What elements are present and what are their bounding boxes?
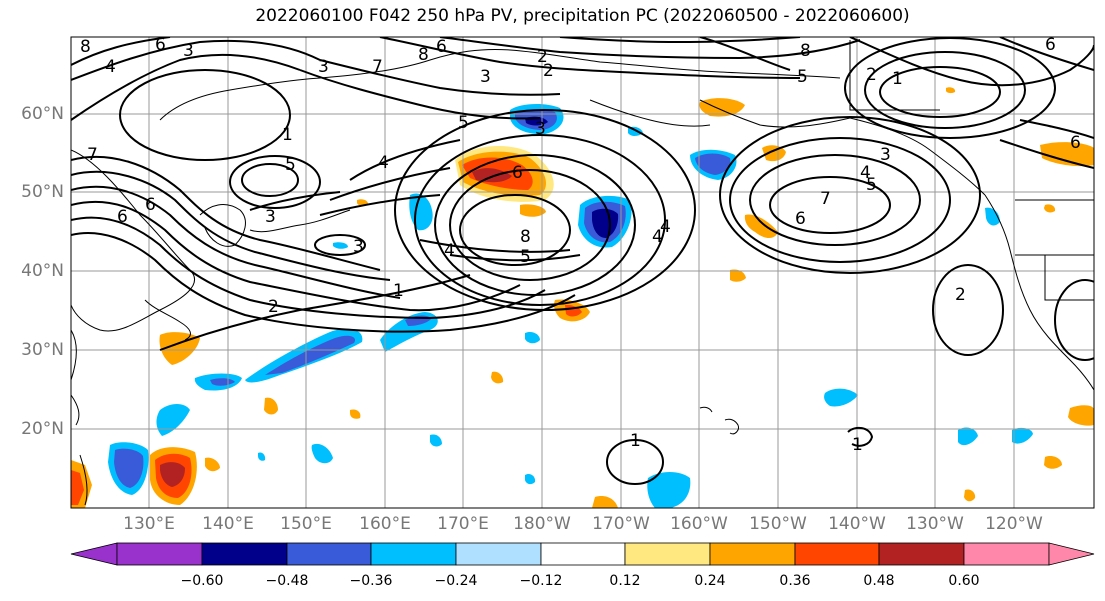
lon-label-160e: 160°E [359, 514, 411, 534]
contour-label: 8 [800, 41, 811, 61]
colorbar-segment [70, 542, 118, 566]
contour-label: 5 [797, 67, 808, 87]
contour-label: 4 [378, 153, 389, 173]
contour-label: 3 [318, 57, 329, 77]
contour-label: 4 [652, 227, 663, 247]
contour-label: 6 [145, 195, 156, 215]
lon-label-150w: 150°W [749, 514, 807, 534]
colorbar-segment [963, 542, 1050, 566]
contour-label: 6 [1070, 133, 1081, 153]
lon-label-150e: 150°E [280, 514, 332, 534]
colorbar-segment [624, 542, 711, 566]
lon-label-160w: 160°W [670, 514, 728, 534]
contour-label: 2 [866, 65, 877, 85]
contour-label: 3 [183, 41, 194, 61]
map-title: 2022060100 F042 250 hPa PV, precipitatio… [255, 6, 910, 26]
negative-precip-anomalies [108, 104, 1033, 508]
lon-label-120w: 120°W [985, 514, 1043, 534]
colorbar-segment [201, 542, 288, 566]
lon-label-170e: 170°E [437, 514, 489, 534]
contour-label: 2 [268, 297, 279, 317]
contour-label: 6 [436, 37, 447, 57]
lon-label-130e: 130°E [123, 514, 175, 534]
colorbar-label: 0.12 [609, 573, 641, 589]
contour-label: 1 [282, 125, 293, 145]
contour-label: 1 [630, 431, 641, 451]
colorbar-label: 0.48 [863, 573, 895, 589]
colorbar-label: 0.60 [948, 573, 980, 589]
contour-label: 6 [117, 207, 128, 227]
colorbar-label: 0.24 [694, 573, 726, 589]
contour-label: 1 [852, 435, 863, 455]
colorbar-segment [370, 542, 457, 566]
map-plot: 8 6 4 3 3 7 6 8 2 3 2 8 6 2 1 6 5 1 5 3 … [70, 35, 1095, 509]
lon-label-180w: 180°W [513, 514, 571, 534]
contour-label: 3 [353, 237, 364, 257]
colorbar-label: 0.36 [779, 573, 811, 589]
contour-label: 8 [520, 227, 531, 247]
colorbar-label: −0.12 [519, 573, 563, 589]
contour-label: 8 [418, 45, 429, 65]
lat-label-50n: 50°N [21, 182, 64, 202]
contour-label: 7 [87, 145, 98, 165]
colorbar-segment [116, 542, 203, 566]
contour-label: 2 [543, 61, 554, 81]
lat-label-60n: 60°N [21, 104, 64, 124]
graticule [71, 37, 1094, 508]
contour-label: 2 [537, 47, 548, 67]
precip-shading [71, 87, 1094, 508]
contour-label: 5 [285, 155, 296, 175]
colorbar-segment [540, 542, 626, 566]
colorbar-segment [1048, 542, 1095, 566]
contour-label: 8 [80, 37, 91, 57]
contour-label: 7 [820, 189, 831, 209]
contour-label: 6 [1045, 35, 1056, 55]
positive-precip-anomalies [71, 87, 1094, 508]
contour-label: 3 [265, 207, 276, 227]
contour-label: 6 [795, 209, 806, 229]
contour-label: 1 [892, 69, 903, 89]
contour-label: 6 [512, 163, 523, 183]
contour-label: 4 [105, 57, 116, 77]
contour-label: 5 [520, 247, 531, 267]
contour-label: 4 [444, 241, 455, 261]
contour-label: 3 [480, 67, 491, 87]
pv-contours [71, 37, 1094, 485]
contour-label: 5 [458, 113, 469, 133]
colorbar-segments [70, 542, 1095, 566]
lat-label-40n: 40°N [21, 261, 64, 281]
lat-label-20n: 20°N [21, 419, 64, 439]
colorbar [70, 542, 1095, 566]
contour-label: 7 [372, 57, 383, 77]
colorbar-segment [794, 542, 880, 566]
colorbar-segment [878, 542, 965, 566]
lon-label-170w: 170°W [592, 514, 650, 534]
colorbar-label: −0.48 [265, 573, 309, 589]
contour-label: 4 [660, 217, 671, 237]
contour-label: 6 [155, 35, 166, 55]
lon-label-130w: 130°W [906, 514, 964, 534]
contour-label: 1 [393, 281, 404, 301]
contour-label: 3 [535, 119, 546, 139]
contour-label: 3 [880, 145, 891, 165]
lon-label-140e: 140°E [202, 514, 254, 534]
contour-label: 4 [860, 163, 871, 183]
colorbar-segment [709, 542, 796, 566]
colorbar-label: −0.24 [434, 573, 478, 589]
contour-label: 2 [955, 285, 966, 305]
colorbar-label: −0.60 [180, 573, 224, 589]
map-frame [70, 36, 1095, 509]
colorbar-label: −0.36 [349, 573, 393, 589]
lat-label-30n: 30°N [21, 340, 64, 360]
contour-labels: 8 6 4 3 3 7 6 8 2 3 2 8 6 2 1 6 5 1 5 3 … [80, 35, 1081, 455]
colorbar-segment [286, 542, 372, 566]
lon-label-140w: 140°W [828, 514, 886, 534]
contour-label: 5 [866, 175, 877, 195]
colorbar-segment [455, 542, 542, 566]
